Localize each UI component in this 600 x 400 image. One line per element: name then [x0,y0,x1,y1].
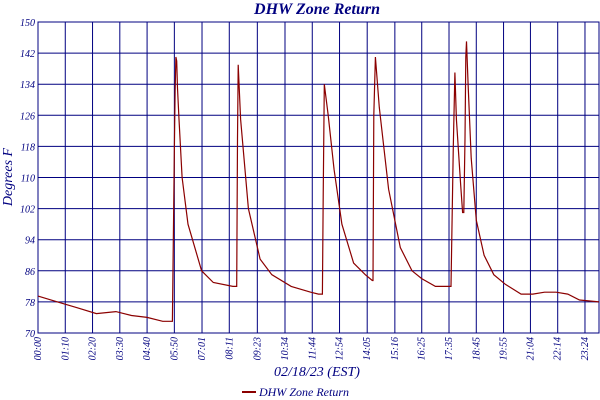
y-tick-label: 94 [25,236,35,247]
x-tick-label: 11:44 [307,337,318,360]
x-tick-label: 22:14 [553,337,564,360]
legend: DHW Zone Return [242,385,349,399]
series-line [37,41,600,322]
y-tick-label: 102 [20,205,35,216]
y-tick-label: 86 [25,267,35,278]
x-axis-label: 02/18/23 (EST) [274,365,360,380]
x-tick-label: 14:05 [362,337,373,360]
x-tick-label: 12:54 [335,337,346,360]
plot-border [37,21,600,334]
x-tick-label: 09:23 [252,337,263,360]
x-tick-label: 02:20 [88,337,99,360]
y-tick-label: 150 [20,18,35,29]
x-tick-labels: 00:00 01:10 02:20 03:30 04:40 05:50 07:01 08:11… [33,337,591,360]
y-tick-labels: 70 78 86 94 102 110 118 126 134 142 150 [20,18,35,340]
y-tick-label: 126 [20,111,35,122]
y-tick-label: 70 [25,329,35,340]
x-tick-label: 08:11 [224,337,235,360]
grid [37,21,600,334]
y-tick-label: 110 [21,174,35,185]
y-tick-label: 142 [20,49,35,60]
y-tick-label: 134 [20,80,35,91]
x-tick-label: 23:24 [580,337,591,360]
x-tick-label: 04:40 [142,337,153,360]
x-tick-label: 15:16 [390,337,401,360]
x-tick-label: 19:55 [499,337,510,360]
x-tick-label: 18:45 [471,337,482,360]
x-tick-label: 17:35 [444,337,455,360]
series-group [37,41,600,322]
legend-label: DHW Zone Return [258,385,349,399]
x-tick-label: 07:01 [197,337,208,360]
x-tick-label: 16:25 [417,337,428,360]
x-tick-label: 00:00 [33,337,44,360]
y-tick-label: 118 [21,142,35,153]
x-tick-label: 05:50 [169,337,180,360]
x-tick-label: 21:04 [525,337,536,360]
x-tick-label: 03:30 [115,337,126,360]
x-tick-label: 01:10 [60,337,71,360]
x-tick-label: 10:34 [280,337,291,360]
chart-title: DHW Zone Return [253,1,380,18]
y-tick-label: 78 [25,298,35,309]
y-axis-label: Degrees F [1,147,16,207]
